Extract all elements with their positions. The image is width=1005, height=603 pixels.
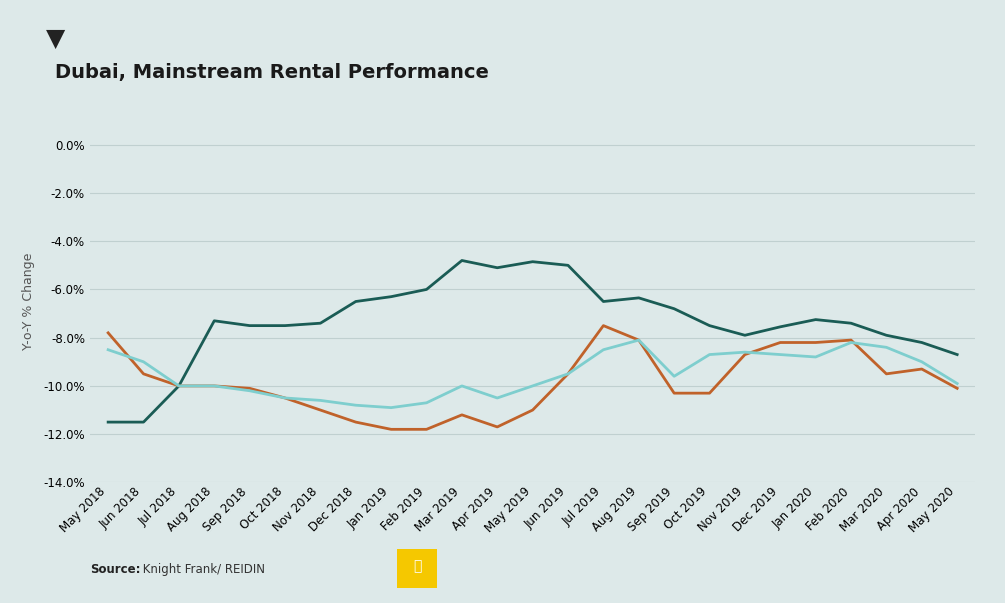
Text: 💬: 💬 — [413, 560, 421, 573]
Text: ▼: ▼ — [45, 27, 65, 51]
Y-axis label: Y-o-Y % Change: Y-o-Y % Change — [22, 253, 35, 350]
Text: Dubai, Mainstream Rental Performance: Dubai, Mainstream Rental Performance — [55, 63, 489, 83]
Text: Source:: Source: — [90, 563, 141, 576]
Text: Knight Frank/ REIDIN: Knight Frank/ REIDIN — [139, 563, 264, 576]
